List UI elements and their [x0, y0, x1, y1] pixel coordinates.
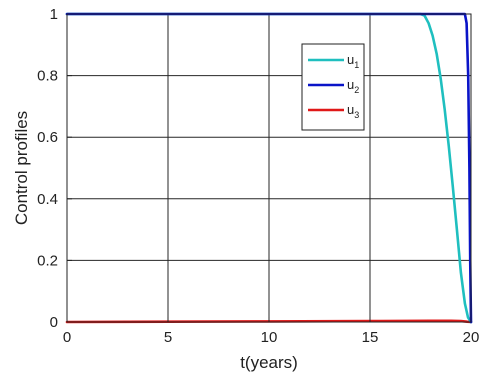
x-tick-label: 5	[164, 329, 172, 346]
legend-label-u3: u3	[347, 102, 359, 120]
y-tick-label: 0	[50, 314, 58, 331]
y-tick-label: 0.8	[37, 68, 58, 85]
x-axis-label: t(years)	[240, 353, 298, 372]
x-tick-label: 0	[63, 329, 71, 346]
y-tick-label: 0.4	[37, 191, 58, 208]
x-tick-label: 15	[362, 329, 379, 346]
legend: u1 u2 u3	[301, 43, 365, 131]
x-tick-label: 20	[463, 329, 480, 346]
y-tick-label: 1	[50, 6, 58, 23]
legend-label-u2: u2	[347, 77, 359, 95]
y-tick-label: 0.2	[37, 252, 58, 269]
y-axis-label: Control profiles	[12, 111, 31, 225]
series-line-u1	[65, 12, 473, 324]
grid	[66, 13, 472, 323]
legend-box	[301, 43, 365, 131]
axis-ticks: 0 5 10 15 20 0 0.2 0.4 0.6 0.8 1	[37, 6, 479, 346]
legend-label-u1: u1	[347, 52, 359, 70]
x-tick-label: 10	[261, 329, 278, 346]
y-tick-label: 0.6	[37, 129, 58, 146]
